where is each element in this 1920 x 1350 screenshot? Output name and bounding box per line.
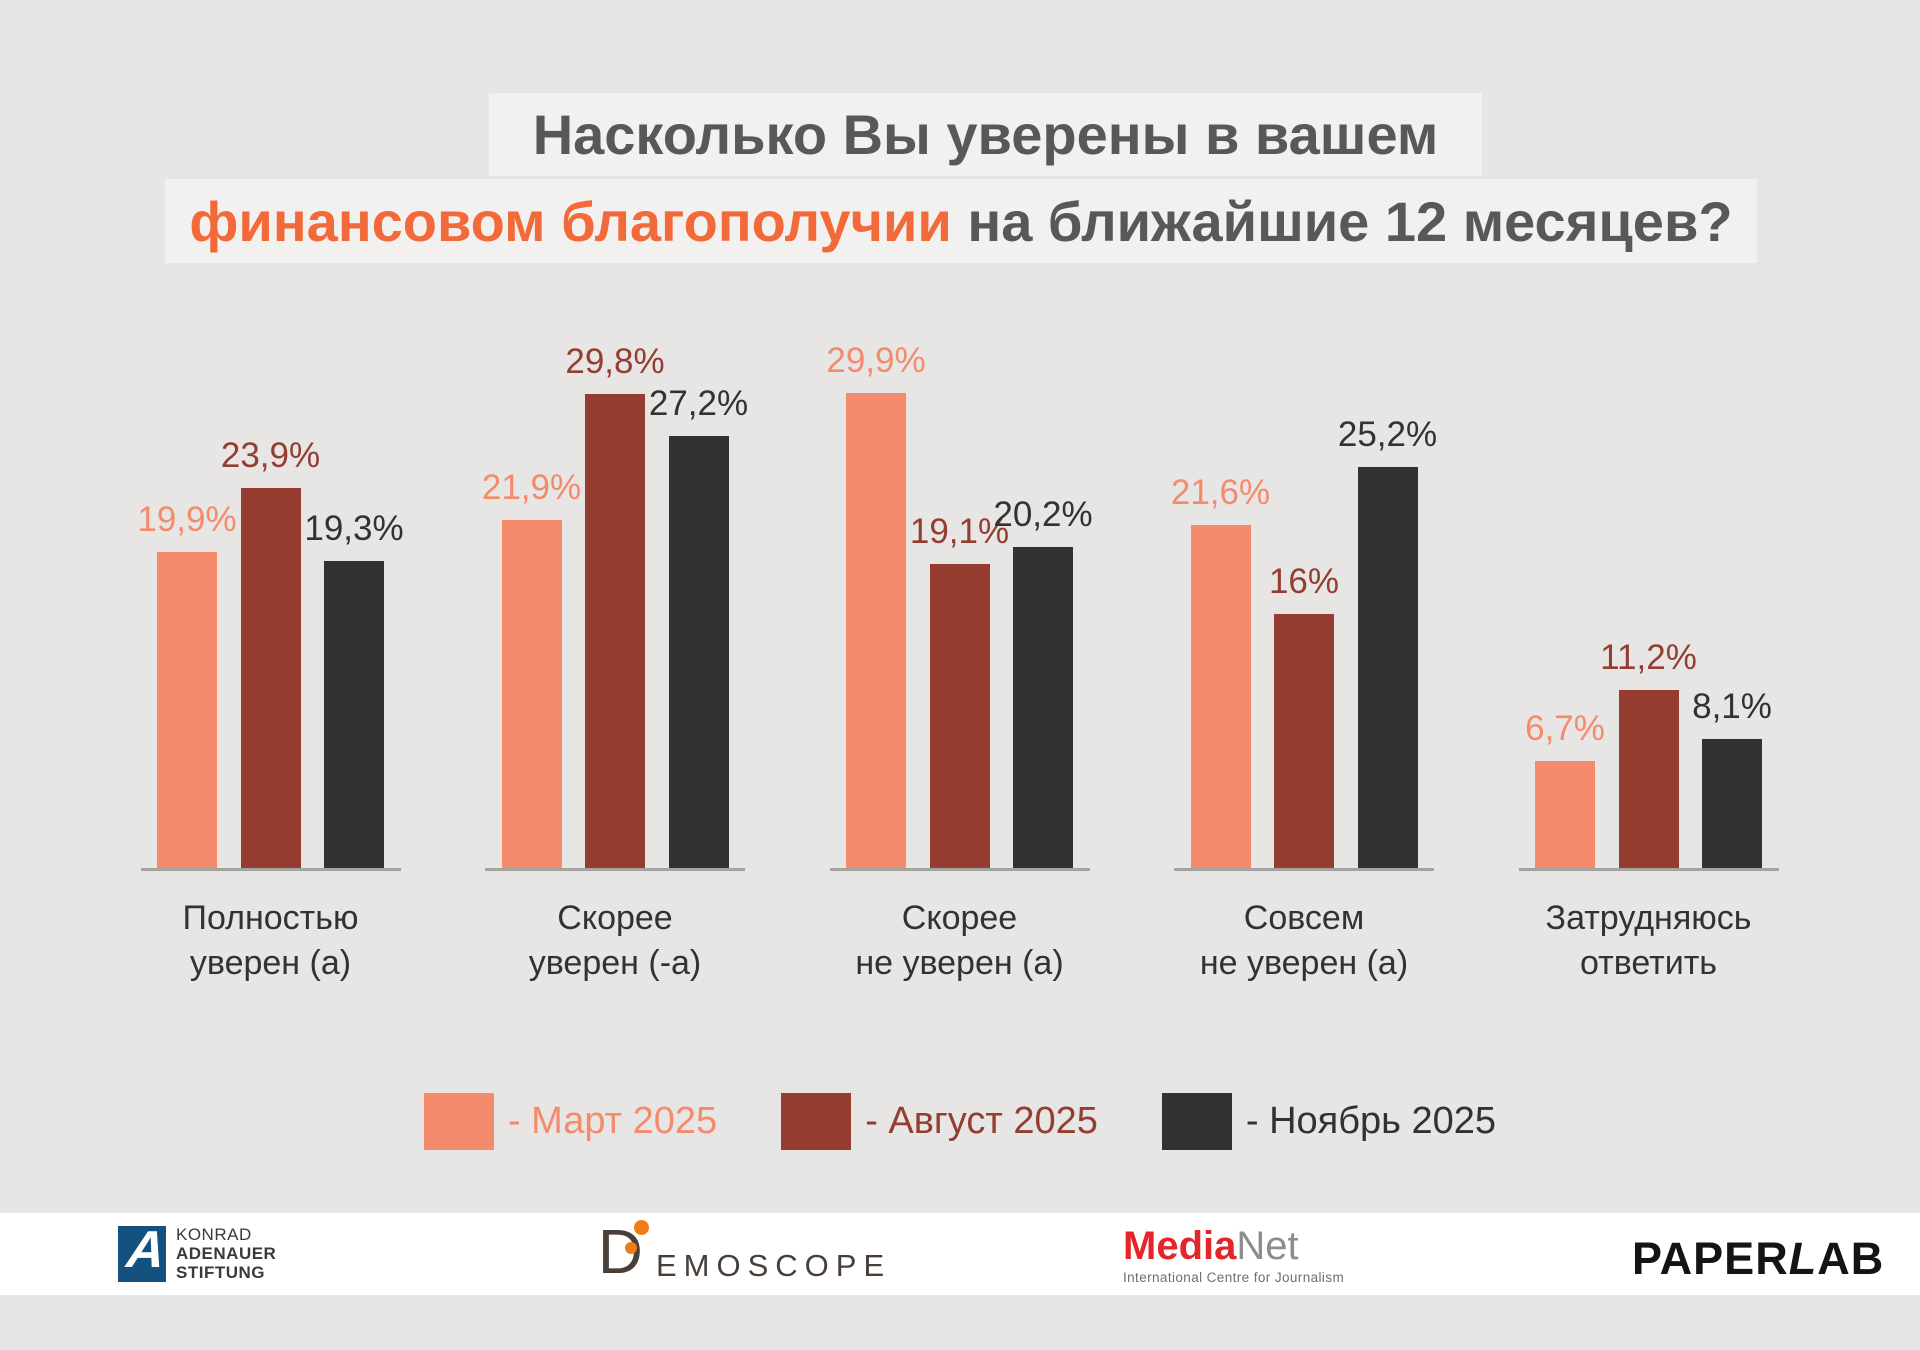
medianet-media-text: Media (1123, 1224, 1237, 1268)
kas-line2: ADENAUER (176, 1244, 277, 1263)
medianet-logo: MediaNet International Centre for Journa… (1123, 1225, 1344, 1285)
bar-value-label: 16% (1268, 562, 1340, 601)
footer-logo-strip: A KONRAD ADENAUER STIFTUNG D EMOSCOPE Me… (0, 1213, 1920, 1295)
kas-logo: A KONRAD ADENAUER STIFTUNG (118, 1225, 276, 1282)
medianet-wordmark: MediaNet (1123, 1225, 1344, 1267)
bar-value-label: 19,3% (304, 509, 404, 548)
paperlab-part3: AB (1817, 1233, 1885, 1284)
paperlab-part2: L (1788, 1233, 1818, 1284)
bar-value-label: 8,1% (1692, 687, 1772, 726)
legend-item-march: - Март 2025 (423, 1092, 718, 1150)
chart-title-highlight: финансовом благополучии (189, 189, 952, 253)
paperlab-part1: PAPER (1632, 1233, 1789, 1284)
legend-item-august: - Август 2025 (781, 1092, 1098, 1150)
kas-emblem-letter: A (124, 1225, 166, 1279)
axis-baseline (1518, 868, 1779, 871)
legend-item-november: - Ноябрь 2025 (1161, 1092, 1497, 1150)
chart-title-line1-text: Насколько Вы уверены в вашем (532, 103, 1439, 166)
category-label: Затрудняюсь ответить (1545, 899, 1752, 982)
bar (324, 561, 384, 868)
category-label: Полностью уверен (а) (182, 899, 359, 982)
demoscope-logo: D EMOSCOPE (598, 1220, 892, 1285)
legend-label-march: - Март 2025 (507, 1099, 718, 1142)
bar (1357, 467, 1418, 868)
bar-value-label: 11,2% (1600, 638, 1697, 677)
chart-title-line2-rest: на ближайшие 12 месяцев? (951, 189, 1733, 253)
legend-label-august: - Август 2025 (865, 1099, 1098, 1142)
bar (1702, 739, 1762, 868)
legend-swatch-november (1161, 1092, 1232, 1150)
bar (1618, 690, 1679, 868)
demoscope-dot-icon (625, 1242, 637, 1254)
bar-value-label: 27,2% (648, 384, 749, 423)
bar (501, 520, 562, 868)
kas-line1: KONRAD (176, 1225, 252, 1244)
bar-value-label: 29,8% (565, 342, 665, 381)
demoscope-d-icon: D (598, 1220, 654, 1285)
bar (1013, 547, 1073, 868)
paperlab-wordmark: PAPERLAB (1632, 1233, 1884, 1285)
demoscope-wordmark: EMOSCOPE (656, 1248, 892, 1283)
bar-value-label: 20,2% (993, 495, 1093, 534)
category-label: Скорее уверен (-а) (528, 899, 702, 982)
medianet-net-text: Net (1236, 1224, 1299, 1268)
bar-value-label: 19,9% (137, 500, 237, 539)
chart-title-line1: Насколько Вы уверены в вашем (489, 93, 1482, 176)
bar (1535, 761, 1595, 868)
chart-legend: - Март 2025 - Август 2025 - Ноябрь 2025 (0, 1090, 1920, 1152)
kas-line3: STIFTUNG (176, 1263, 265, 1282)
bar (668, 436, 729, 868)
bar-value-label: 6,7% (1525, 709, 1605, 748)
bar-value-label: 25,2% (1337, 415, 1438, 454)
kas-emblem-icon: A (118, 1225, 166, 1282)
legend-swatch-august (781, 1092, 852, 1150)
axis-baseline (485, 868, 745, 871)
axis-baseline (140, 868, 401, 871)
category-label: Совсем не уверен (а) (1199, 899, 1409, 982)
legend-label-november: - Ноябрь 2025 (1245, 1099, 1497, 1142)
bar-value-label: 29,9% (826, 341, 926, 380)
legend-swatch-march (423, 1092, 494, 1150)
bar-value-label: 23,9% (220, 436, 321, 475)
bar (846, 393, 906, 868)
bar (1274, 614, 1334, 868)
kas-wordmark: KONRAD ADENAUER STIFTUNG (176, 1225, 276, 1282)
axis-baseline (829, 868, 1090, 871)
demoscope-dot-icon (634, 1220, 649, 1235)
bar (240, 488, 301, 868)
bar (585, 394, 645, 868)
bar (1190, 525, 1251, 868)
category-label: Скорее не уверен (а) (855, 899, 1064, 982)
bar-value-label: 19,1% (909, 512, 1010, 551)
bar (929, 564, 990, 868)
bar-value-label: 21,9% (481, 468, 582, 507)
bar (157, 552, 217, 868)
paperlab-logo: PAPERLAB (1632, 1233, 1884, 1285)
axis-baseline (1174, 868, 1434, 871)
chart-title-line2: финансовом благополучии на ближайшие 12 … (165, 179, 1757, 263)
bar-value-label: 21,6% (1170, 473, 1271, 512)
medianet-subtitle: International Centre for Journalism (1123, 1270, 1345, 1285)
